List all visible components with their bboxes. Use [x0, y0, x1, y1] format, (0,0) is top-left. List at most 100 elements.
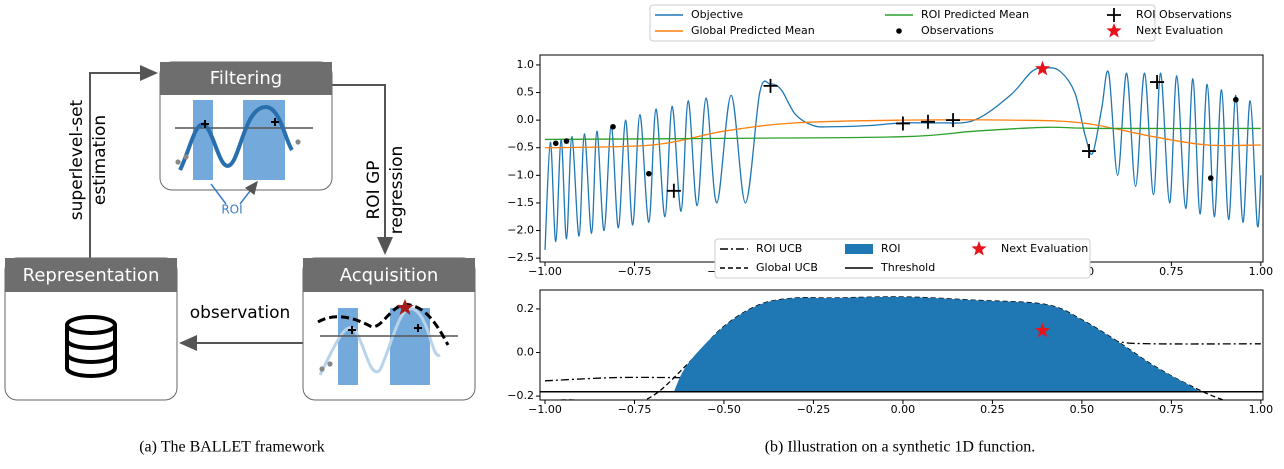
- legend-label: Global UCB: [756, 261, 818, 274]
- filtering-header: [160, 62, 332, 95]
- edge-label: regression: [387, 146, 407, 235]
- plot-frame: [539, 54, 1264, 263]
- dot: [183, 154, 189, 160]
- observation: [610, 123, 616, 130]
- node-label: Filtering: [210, 68, 282, 89]
- x-tick-label: −0.25: [797, 403, 831, 416]
- x-tick-label: 1.00: [1249, 265, 1274, 278]
- plot-area: [540, 296, 1263, 400]
- legend: ROI UCB Global UCB ROI Threshold Next Evalua…: [714, 238, 1091, 279]
- roi-arrow: [210, 182, 257, 205]
- legend: Objective Global Predicted Mean ROI Predic…: [649, 4, 1232, 42]
- next-evaluation: [1034, 60, 1051, 76]
- legend-box: [714, 238, 1091, 279]
- roi-observation: [946, 113, 961, 128]
- plot-frame: [539, 289, 1264, 401]
- next-evaluation: [971, 241, 987, 256]
- observation: [1232, 96, 1239, 103]
- chart: −1.00 −0.75 −0.50 −0.25 0.00 0.25 0.50 0.75 1.00…: [507, 238, 1274, 416]
- y-tick-label: −2.5: [507, 251, 534, 264]
- y-tick-label: 0.2: [517, 302, 535, 315]
- next-evaluation: [1034, 322, 1051, 338]
- x-tick-label: 1.00: [1249, 403, 1274, 416]
- legend-label: Objective: [691, 8, 743, 21]
- x-tick-label: 0.75: [1159, 265, 1184, 278]
- roi-observation: [666, 183, 681, 198]
- caption: (a) The BALLET framework: [139, 439, 325, 456]
- roi-area: [673, 296, 1201, 392]
- x-tick-label: 0.00: [891, 403, 916, 416]
- legend-label: ROI Observations: [1136, 8, 1232, 21]
- observation: [563, 138, 570, 144]
- node-label: Acquisition: [340, 265, 439, 286]
- dot: [295, 139, 301, 145]
- series-line: [545, 296, 1226, 400]
- representation-header: [5, 258, 177, 292]
- arrow: [89, 65, 158, 258]
- diagram: Filtering ROI Acquisition Representation…: [4, 61, 476, 456]
- edge-label: ROI GP: [364, 160, 384, 219]
- legend-label: ROI: [881, 242, 901, 255]
- dot: [327, 361, 333, 367]
- plus: [348, 324, 422, 334]
- series-line: [545, 126, 1261, 141]
- caption: (b) Illustration on a synthetic 1D funct…: [765, 439, 1036, 456]
- roi-observation: [895, 116, 910, 131]
- x-tick-label: −0.75: [618, 265, 652, 278]
- curve: [178, 105, 294, 171]
- y-tick-label: −1.5: [507, 196, 534, 209]
- legend-label: Global Predicted Mean: [691, 24, 815, 37]
- curve: [318, 307, 441, 376]
- legend-box: [649, 4, 1156, 42]
- x-tick-label: −0.50: [707, 403, 741, 416]
- observation: [896, 28, 902, 34]
- roi-observation: [1082, 144, 1097, 159]
- legend-label: ROI UCB: [756, 242, 802, 255]
- x-tick-label: 0.75: [1159, 403, 1184, 416]
- observation: [1207, 175, 1214, 181]
- acquisition-header: [303, 258, 475, 292]
- legend-label: Threshold: [880, 261, 935, 274]
- legend-label: Observations: [921, 24, 994, 37]
- dot: [175, 159, 181, 165]
- chart: −1.00−0.75−0.50−0.250.000.250.500.751.00…: [507, 4, 1274, 278]
- series-line: [544, 67, 1262, 250]
- roi-observation: [763, 78, 778, 93]
- legend-label: ROI Predicted Mean: [921, 8, 1029, 21]
- plus: [201, 118, 279, 128]
- y-tick-label: 0.0: [517, 113, 535, 126]
- legend-label: Next Evaluation: [1001, 242, 1088, 255]
- next-evaluation: [1106, 23, 1122, 38]
- y-tick-label: 1.0: [517, 58, 535, 71]
- y-tick-label: −0.5: [507, 141, 534, 154]
- x-tick-label: −1.00: [528, 403, 562, 416]
- x-tick-label: −1.00: [528, 265, 562, 278]
- node-label: Representation: [23, 265, 160, 286]
- plot-area: [544, 60, 1262, 250]
- y-tick-label: −2.0: [507, 224, 534, 237]
- observation: [646, 170, 652, 177]
- x-tick-label: 0.50: [1070, 403, 1095, 416]
- roi-observation: [1107, 8, 1121, 22]
- legend-label: Next Evaluation: [1136, 24, 1223, 37]
- observation: [552, 140, 559, 147]
- edge-label: estimation: [90, 115, 110, 205]
- y-tick-label: −0.2: [507, 389, 534, 402]
- y-tick-label: −1.0: [507, 168, 534, 181]
- y-tick-label: 0.0: [517, 346, 535, 359]
- ucb-curve: [317, 303, 450, 346]
- arrow: [332, 84, 393, 255]
- roi-label: ROI: [221, 203, 242, 217]
- roi-observation: [920, 114, 935, 129]
- dot: [319, 366, 325, 372]
- roi-observation: [1150, 75, 1165, 90]
- edge-label: superlevel-set: [67, 99, 87, 220]
- roi-rect: [243, 100, 285, 180]
- legend-swatch: [845, 244, 873, 254]
- roi-rect: [193, 100, 213, 180]
- x-tick-label: 0.25: [980, 403, 1005, 416]
- charts: −1.00−0.75−0.50−0.250.000.250.500.751.00…: [507, 4, 1274, 416]
- star: [396, 299, 414, 315]
